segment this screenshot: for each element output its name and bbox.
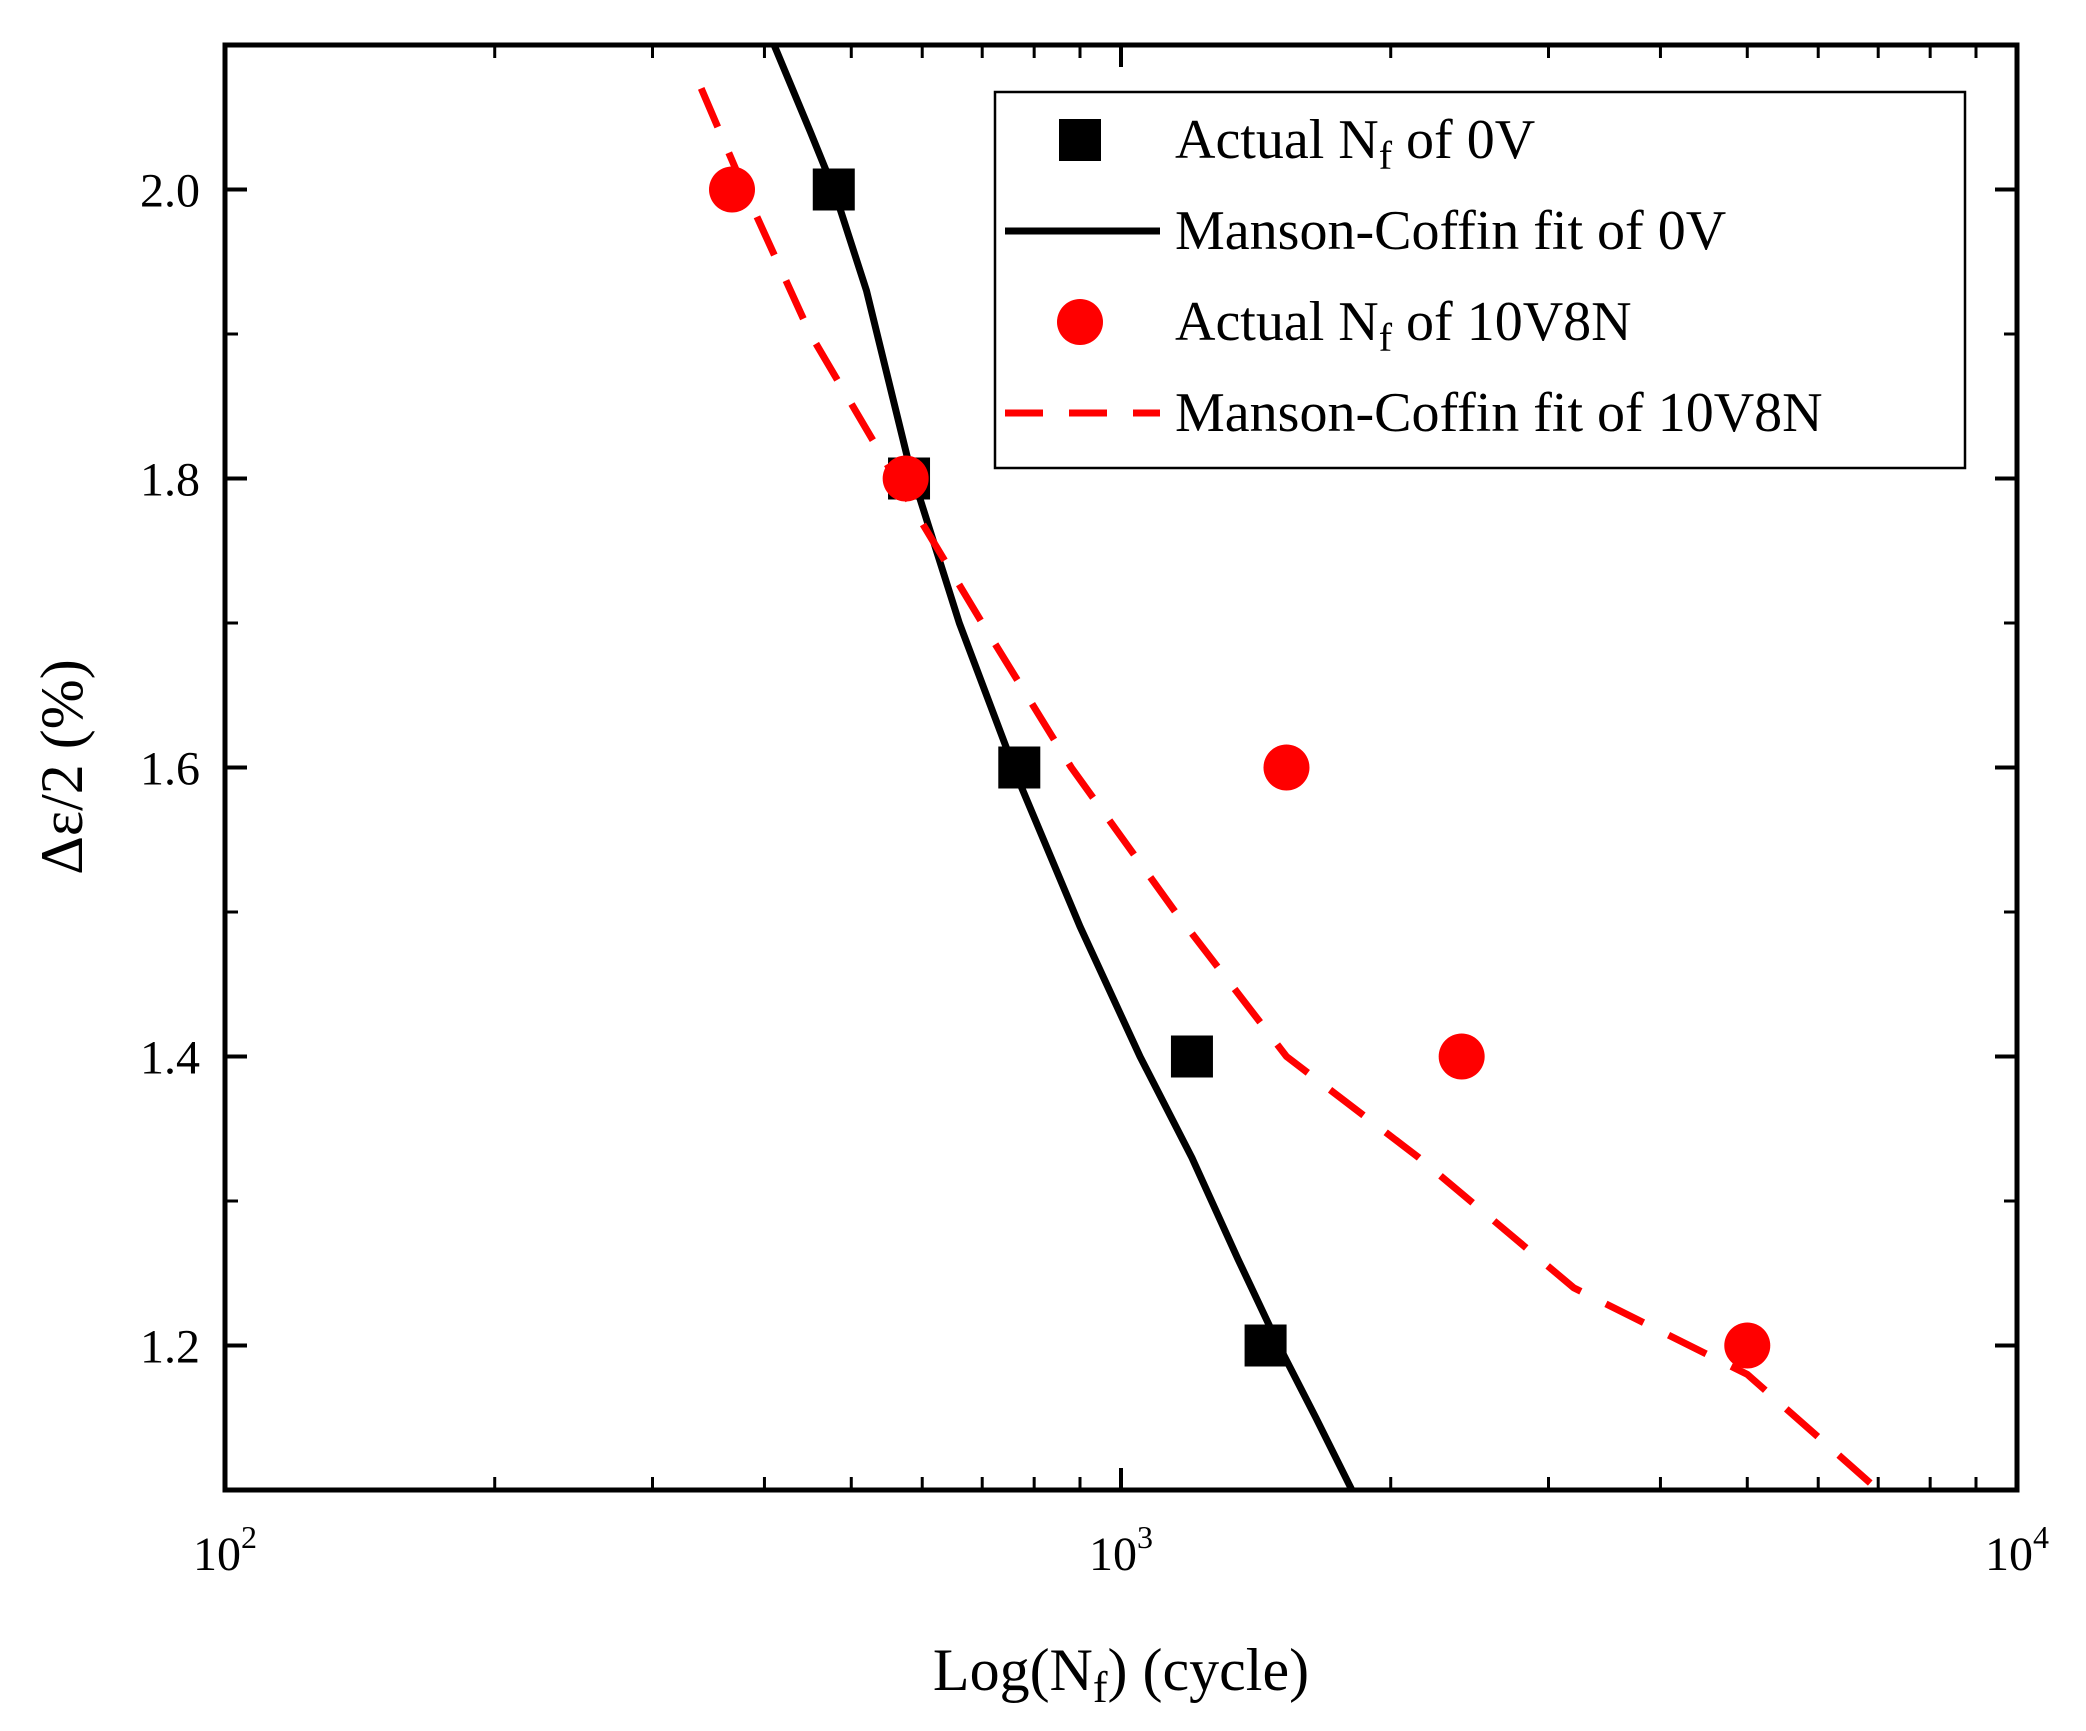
y-tick-label-2.0: 2.0	[140, 165, 200, 218]
data-point-actual-nf-of-0v-3	[998, 746, 1041, 789]
x-tick-label-10000: 104	[1985, 1519, 2049, 1581]
y-tick-label-1.2: 1.2	[140, 1321, 200, 1374]
legend-label-post: of 10V8N	[1392, 291, 1632, 353]
legend-item-actual-nf-of-10v8n: Actual Nf of 10V8N	[1057, 291, 1632, 360]
x-axis-title-base: Log(N	[933, 1637, 1093, 1703]
data-point-actual-nf-of-0v-4	[1170, 1035, 1213, 1078]
data-point-actual-nf-of-10v8n-1	[708, 166, 755, 213]
x-tick-label-exp: 4	[2033, 1519, 2049, 1555]
y-tick-label-1.4: 1.4	[140, 1032, 200, 1085]
x-tick-label-exp: 2	[241, 1519, 257, 1555]
series-line-manson-coffin-fit-of-10v8n	[697, 87, 1881, 1490]
x-axis-title-sub: f	[1093, 1663, 1108, 1712]
data-point-actual-nf-of-10v8n-4	[1438, 1033, 1485, 1080]
legend-label-manson-coffin-fit-of-0v: Manson-Coffin fit of 0V	[1175, 200, 1726, 262]
legend-label-manson-coffin-fit-of-10v8n: Manson-Coffin fit of 10V8N	[1175, 382, 1823, 444]
y-tick-label-1.6: 1.6	[140, 743, 200, 796]
x-axis-title: Log(Nf) (cycle)	[933, 1637, 1309, 1712]
legend-label-sub: f	[1379, 315, 1393, 360]
legend-label-post: of 0V	[1392, 109, 1535, 171]
legend-symbol-actual-nf-of-0v	[1059, 119, 1101, 161]
y-tick-label-1.8: 1.8	[140, 454, 200, 507]
data-point-actual-nf-of-0v-1	[812, 168, 855, 211]
data-point-actual-nf-of-10v8n-5	[1724, 1322, 1771, 1369]
legend-label-actual-nf-of-10v8n: Actual Nf of 10V8N	[1175, 291, 1632, 360]
legend-item-manson-coffin-fit-of-10v8n: Manson-Coffin fit of 10V8N	[1005, 382, 1823, 444]
x-tick-label-exp: 3	[1137, 1519, 1153, 1555]
legend-label-actual-nf-of-0v: Actual Nf of 0V	[1175, 109, 1535, 178]
legend-label-pre: Manson-Coffin fit of 10V8N	[1175, 382, 1823, 444]
ticks-layer	[223, 43, 2019, 1492]
series-layer	[697, 45, 1881, 1490]
legend-label-pre: Actual N	[1175, 109, 1379, 171]
legend-item-manson-coffin-fit-of-0v: Manson-Coffin fit of 0V	[1005, 200, 1726, 262]
legend-label-sub: f	[1379, 133, 1393, 178]
x-tick-label-base: 10	[193, 1528, 241, 1581]
x-tick-label-100: 102	[193, 1519, 257, 1581]
x-tick-label-base: 10	[1985, 1528, 2033, 1581]
data-point-actual-nf-of-10v8n-3	[1263, 744, 1310, 791]
x-tick-label-base: 10	[1089, 1528, 1137, 1581]
x-tick-label-1000: 103	[1089, 1519, 1153, 1581]
x-axis-title-tail: ) (cycle)	[1108, 1637, 1310, 1703]
data-point-actual-nf-of-0v-5	[1244, 1324, 1287, 1367]
legend-label-pre: Actual N	[1175, 291, 1379, 353]
legend-item-actual-nf-of-0v: Actual Nf of 0V	[1059, 109, 1535, 178]
y-axis-title: Δε/2 (%)	[29, 659, 95, 874]
data-point-actual-nf-of-10v8n-2	[882, 455, 929, 502]
legend-box	[993, 90, 1967, 470]
legend-label-pre: Manson-Coffin fit of 0V	[1175, 200, 1726, 262]
legend-symbol-actual-nf-of-10v8n	[1057, 299, 1103, 345]
